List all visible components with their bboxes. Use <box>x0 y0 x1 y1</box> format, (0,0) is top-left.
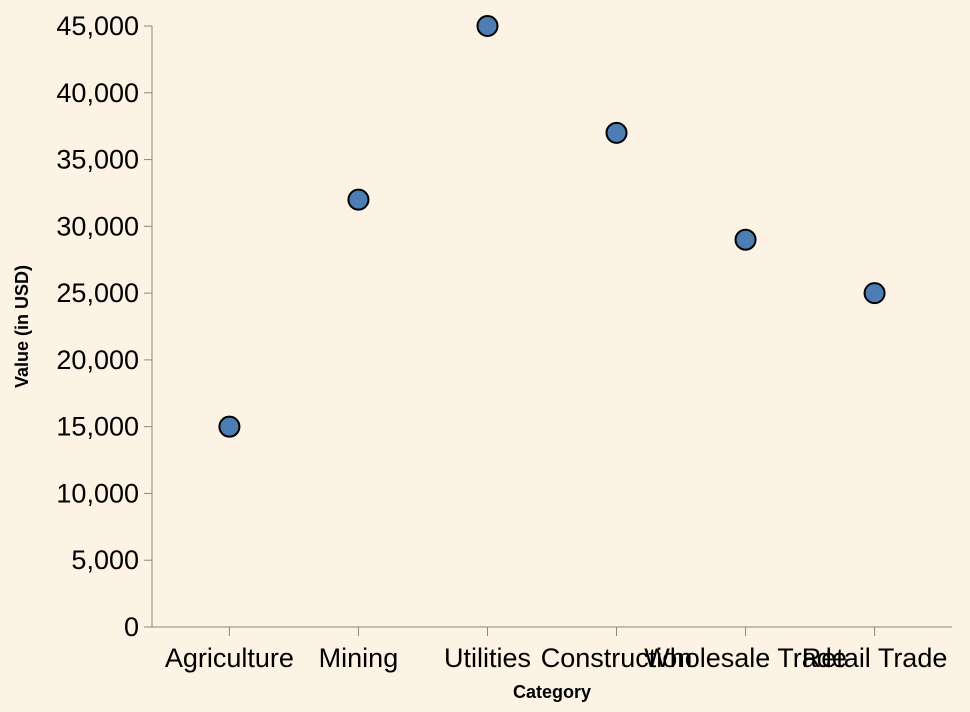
y-tick-label: 40,000 <box>56 78 139 108</box>
y-axis-title: Value (in USD) <box>12 265 32 388</box>
x-axis-title: Category <box>513 682 591 702</box>
data-point <box>734 228 757 251</box>
data-point <box>605 121 628 144</box>
y-tick-label: 15,000 <box>56 412 139 442</box>
x-tick-label: Wholesale Trade <box>644 643 847 673</box>
y-tick-label: 25,000 <box>56 278 139 308</box>
y-tick-label: 10,000 <box>56 478 139 508</box>
y-axis: 0 5,000 10,000 15,000 20,000 25,000 30,000 35,0… <box>56 11 153 642</box>
x-tick-label: Mining <box>319 643 399 673</box>
data-point <box>218 415 241 438</box>
data-point <box>347 188 370 211</box>
x-tick-label: Construction <box>541 643 693 673</box>
y-tick-label: 30,000 <box>56 211 139 241</box>
data-point <box>863 282 886 305</box>
data-points <box>218 15 886 438</box>
x-axis: Agriculture Mining Utilities ConstructionWh… <box>152 626 952 673</box>
x-tick-label: Retail Trade <box>802 643 948 673</box>
y-tick-label: 35,000 <box>56 145 139 175</box>
y-tick-label: 20,000 <box>56 345 139 375</box>
y-tick-label: 45,000 <box>56 11 139 41</box>
data-point <box>476 15 499 37</box>
y-tick-label: 5,000 <box>71 545 139 575</box>
x-tick-label: Agriculture <box>165 643 294 673</box>
y-tick-label: 0 <box>124 612 139 642</box>
x-tick-label: Utilities <box>444 643 531 673</box>
